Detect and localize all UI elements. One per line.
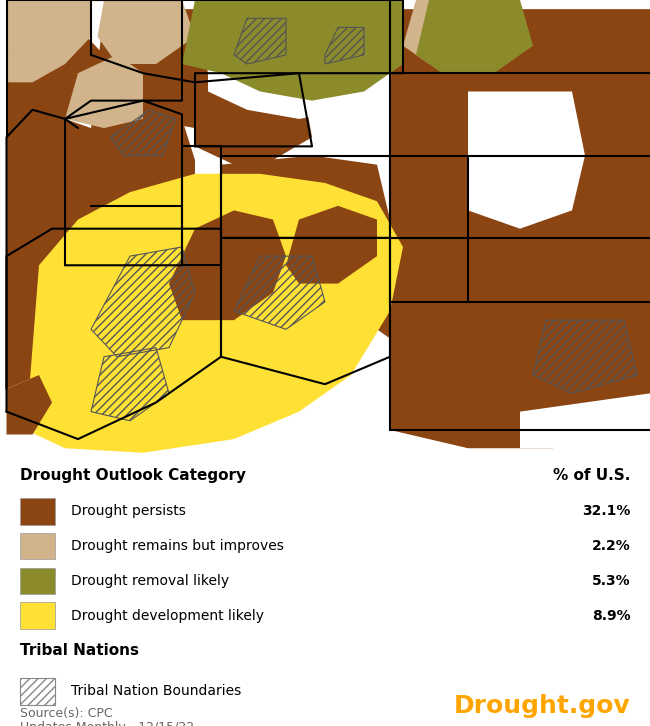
Text: Updates Monthly - 12/15/22: Updates Monthly - 12/15/22 <box>20 721 194 726</box>
Polygon shape <box>403 0 507 64</box>
Bar <box>20 603 55 629</box>
Polygon shape <box>221 211 403 375</box>
Polygon shape <box>6 28 104 137</box>
Bar <box>20 568 55 595</box>
Polygon shape <box>195 64 312 165</box>
Polygon shape <box>286 205 377 284</box>
Text: Drought.gov: Drought.gov <box>454 694 630 718</box>
Text: Drought persists: Drought persists <box>72 504 187 518</box>
Text: Drought removal likely: Drought removal likely <box>72 574 229 588</box>
Polygon shape <box>182 0 403 101</box>
Polygon shape <box>390 9 650 448</box>
Text: Tribal Nations: Tribal Nations <box>20 643 138 658</box>
Text: 2.2%: 2.2% <box>592 539 630 553</box>
Bar <box>20 498 55 524</box>
Text: Drought development likely: Drought development likely <box>72 609 265 623</box>
Text: % of U.S.: % of U.S. <box>553 468 630 483</box>
Polygon shape <box>32 114 195 298</box>
Text: Tribal Nation Boundaries: Tribal Nation Boundaries <box>72 684 242 698</box>
Text: 8.9%: 8.9% <box>592 609 630 623</box>
Text: Drought remains but improves: Drought remains but improves <box>72 539 285 553</box>
Polygon shape <box>468 91 585 229</box>
Polygon shape <box>6 375 52 434</box>
Text: Drought Outlook Category: Drought Outlook Category <box>20 468 246 483</box>
Polygon shape <box>416 0 533 73</box>
Text: 32.1%: 32.1% <box>582 504 630 518</box>
Text: 5.3%: 5.3% <box>592 574 630 588</box>
Polygon shape <box>299 311 390 402</box>
Bar <box>20 533 55 560</box>
Polygon shape <box>26 174 403 453</box>
Polygon shape <box>6 110 78 389</box>
Polygon shape <box>98 0 195 64</box>
Bar <box>20 677 55 704</box>
Text: Source(s): CPC: Source(s): CPC <box>20 707 112 720</box>
Polygon shape <box>208 9 390 119</box>
Polygon shape <box>6 0 91 82</box>
Polygon shape <box>91 9 208 128</box>
Polygon shape <box>520 393 650 448</box>
Polygon shape <box>169 211 286 320</box>
Polygon shape <box>0 0 650 457</box>
Polygon shape <box>221 155 390 256</box>
Polygon shape <box>65 55 143 128</box>
